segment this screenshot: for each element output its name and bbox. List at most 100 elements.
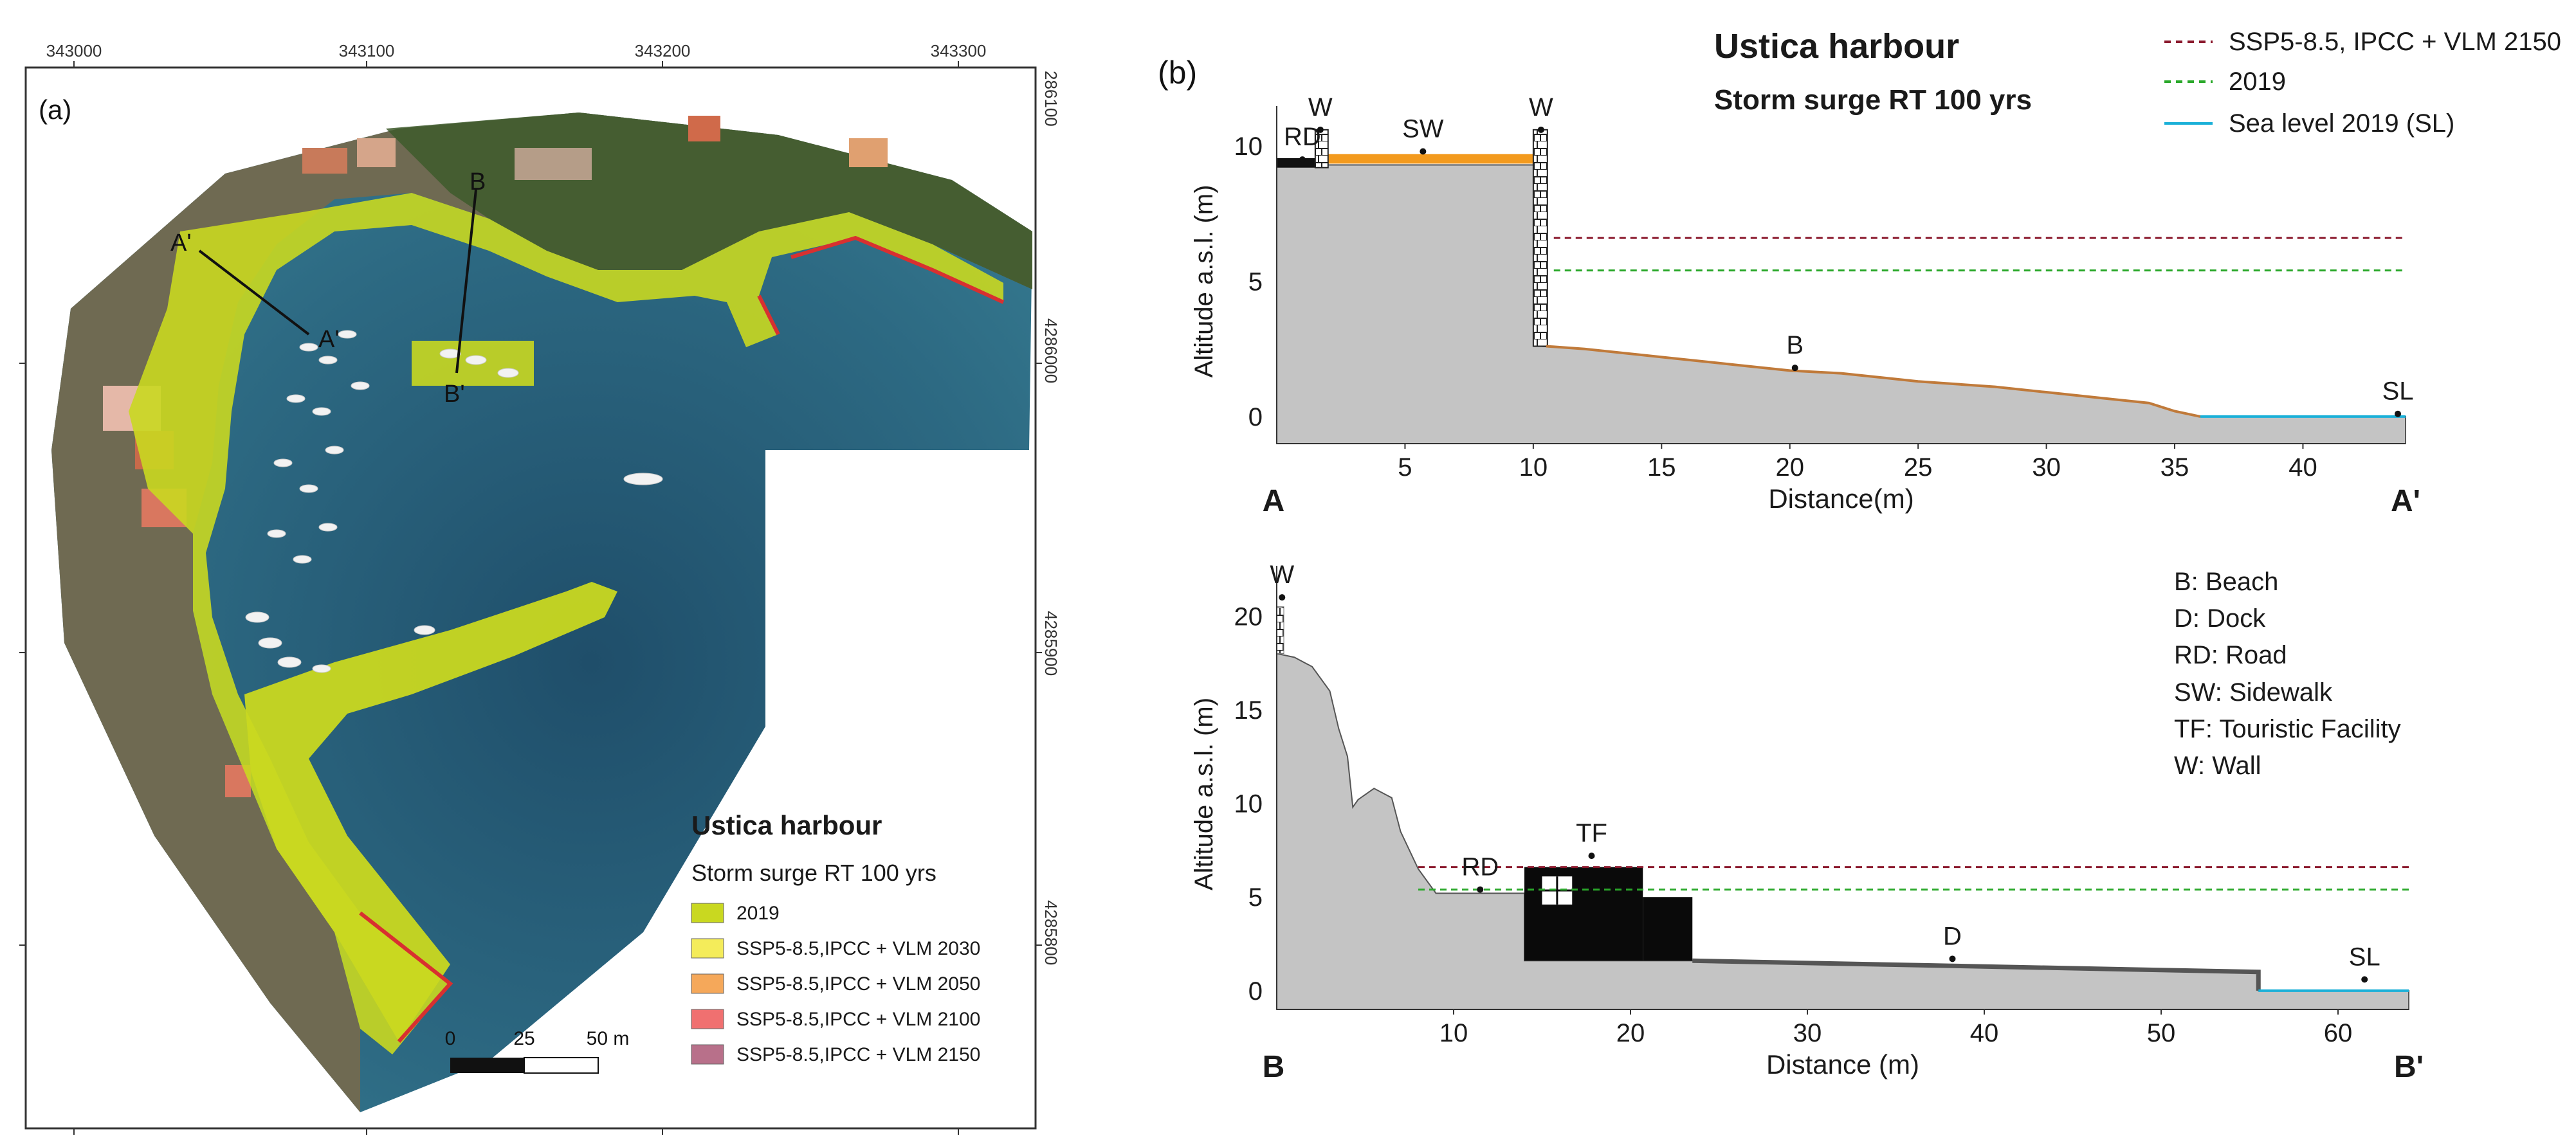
annotation-marker xyxy=(1279,594,1286,601)
abbreviation: B: Beach xyxy=(2174,568,2278,596)
scale-tick-label: 25 xyxy=(513,1028,534,1049)
legend-label: SSP5-8.5,IPCC + VLM 2100 xyxy=(736,1009,980,1030)
breakwater xyxy=(244,582,617,1042)
x-tick-label: 50 xyxy=(2147,1019,2176,1047)
legend-label: SSP5-8.5,IPCC + VLM 2150 xyxy=(736,1044,980,1065)
y-axis-label: Altitude a.s.l. (m) xyxy=(1190,698,1218,890)
legend-label: SSP5-8.5,IPCC + VLM 2030 xyxy=(736,938,980,959)
seawall xyxy=(1532,129,1548,347)
annotation-marker xyxy=(2361,976,2368,983)
abbreviations-list: B: Beach D: Dock RD: Road SW: Sidewalk T… xyxy=(2174,568,2401,780)
legend-label: 2019 xyxy=(2229,68,2286,96)
x-tick-label: 60 xyxy=(2324,1019,2353,1047)
x-axis-label: Distance (m) xyxy=(1766,1049,1919,1079)
annotation-label: TF xyxy=(1576,819,1607,847)
right-tick-label: 4285800 xyxy=(1041,900,1061,965)
annotation-marker xyxy=(2395,410,2402,417)
y-tick-label: 20 xyxy=(1234,602,1263,631)
top-tick-label: 343000 xyxy=(46,41,102,60)
scale-bar: 0 25 50 m xyxy=(445,1028,629,1074)
beach-line xyxy=(1546,345,2201,418)
x-tick-label: 40 xyxy=(1970,1019,1999,1047)
section-label-b-prime: B' xyxy=(444,381,465,408)
x-tick-label: 15 xyxy=(1647,453,1676,482)
y-tick-label: 5 xyxy=(1248,268,1263,296)
section-line-b xyxy=(455,189,477,374)
annotation-label: RD xyxy=(1284,123,1321,151)
profile-chart-b: 10 20 30 40 50 60 0 5 10 15 20 Distance (m) Altitude… xyxy=(1190,561,2424,1084)
top-tick-label: 343200 xyxy=(635,41,691,60)
annotation-marker xyxy=(1588,853,1595,860)
annotation-marker xyxy=(1791,365,1798,372)
section-label-a-prime: A' xyxy=(318,326,340,353)
panel-b-subtitle: Storm surge RT 100 yrs xyxy=(1714,84,2032,116)
cliff-wall xyxy=(1276,606,1284,655)
top-tick-label: 343300 xyxy=(931,41,987,60)
profile-legend-item: 2019 xyxy=(2164,68,2286,96)
annotation-marker xyxy=(1317,126,1324,133)
x-tick-label: 30 xyxy=(2032,453,2061,482)
x-axis-label: Distance(m) xyxy=(1768,483,1914,514)
abbreviation: TF: Touristic Facility xyxy=(2174,715,2401,743)
map-legend-item: SSP5-8.5,IPCC + VLM 2050 xyxy=(691,973,980,995)
touristic-facility-annex xyxy=(1643,897,1693,961)
map-legend-item: SSP5-8.5,IPCC + VLM 2030 xyxy=(691,938,980,959)
ground-profile xyxy=(1276,653,2409,1010)
section-labels: A' A' B B' xyxy=(170,168,486,408)
right-tick-label: 4285900 xyxy=(1041,611,1061,676)
map-legend-item: 2019 xyxy=(691,903,780,924)
section-end-label: A' xyxy=(2391,484,2420,518)
annotation-marker xyxy=(1420,148,1427,155)
legend-swatch xyxy=(691,1009,724,1029)
annotation-marker xyxy=(1477,886,1484,893)
legend-swatch xyxy=(691,903,724,923)
panel-b-title: Ustica harbour xyxy=(1714,27,1959,66)
profile-legend-item: SSP5-8.5, IPCC + VLM 2150 xyxy=(2164,28,2561,56)
ground-profile xyxy=(1276,164,2406,444)
map-legend-subtitle: Storm surge RT 100 yrs xyxy=(691,860,936,886)
panel-a-label: (a) xyxy=(39,95,71,125)
annotation-label: SL xyxy=(2382,377,2414,406)
annotation-label: W xyxy=(1270,561,1294,589)
x-tick-label: 20 xyxy=(1775,453,1804,482)
legend-label: 2019 xyxy=(736,903,780,924)
panel-b: (b) Ustica harbour Storm surge RT 100 yr… xyxy=(1158,27,2561,1084)
map-top-ticks: 343000 343100 343200 343300 xyxy=(46,41,987,68)
legend-label: SSP5-8.5, IPCC + VLM 2150 xyxy=(2229,28,2561,56)
annotation-label: D xyxy=(1943,922,1962,950)
dock-line xyxy=(1692,958,2261,991)
abbreviation: W: Wall xyxy=(2174,752,2261,780)
map-right-ticks: 286100 4286000 4285900 4285800 xyxy=(19,71,1061,1135)
section-lines xyxy=(198,189,477,374)
annotation-label: SW xyxy=(1402,115,1444,143)
legend-label: Sea level 2019 (SL) xyxy=(2229,109,2454,138)
y-tick-label: 0 xyxy=(1248,977,1263,1006)
y-tick-label: 5 xyxy=(1248,883,1263,912)
abbreviation: RD: Road xyxy=(2174,641,2287,669)
x-tick-label: 10 xyxy=(1439,1019,1468,1047)
section-label-a: A' xyxy=(170,230,192,257)
y-tick-label: 15 xyxy=(1234,696,1263,725)
right-tick-label: 4286000 xyxy=(1041,318,1061,383)
legend-swatch xyxy=(691,973,724,994)
y-tick-label: 0 xyxy=(1248,403,1263,431)
panel-b-label: (b) xyxy=(1158,55,1197,91)
boats xyxy=(245,330,663,673)
profile-legend-item: Sea level 2019 (SL) xyxy=(2164,109,2454,138)
annotation-label: RD xyxy=(1461,853,1499,881)
flood-edge-2150 xyxy=(359,235,1005,1043)
annotation-label: B xyxy=(1786,331,1804,359)
profile-legend: SSP5-8.5, IPCC + VLM 2150 2019 Sea level… xyxy=(2164,28,2561,138)
y-tick-label: 10 xyxy=(1234,132,1263,161)
annotation-label: W xyxy=(1308,93,1333,122)
flood-zone-2019 xyxy=(129,193,1003,1054)
y-axis-label: Altitude a.s.l. (m) xyxy=(1190,185,1218,377)
annotation-marker xyxy=(1299,156,1306,163)
section-start-label: A xyxy=(1263,484,1285,518)
legend-swatch xyxy=(691,1044,724,1065)
x-tick-label: 10 xyxy=(1519,453,1548,482)
sidewalk-strip xyxy=(1328,154,1533,164)
x-tick-label: 40 xyxy=(2288,453,2317,482)
section-end-label: B' xyxy=(2394,1050,2424,1084)
